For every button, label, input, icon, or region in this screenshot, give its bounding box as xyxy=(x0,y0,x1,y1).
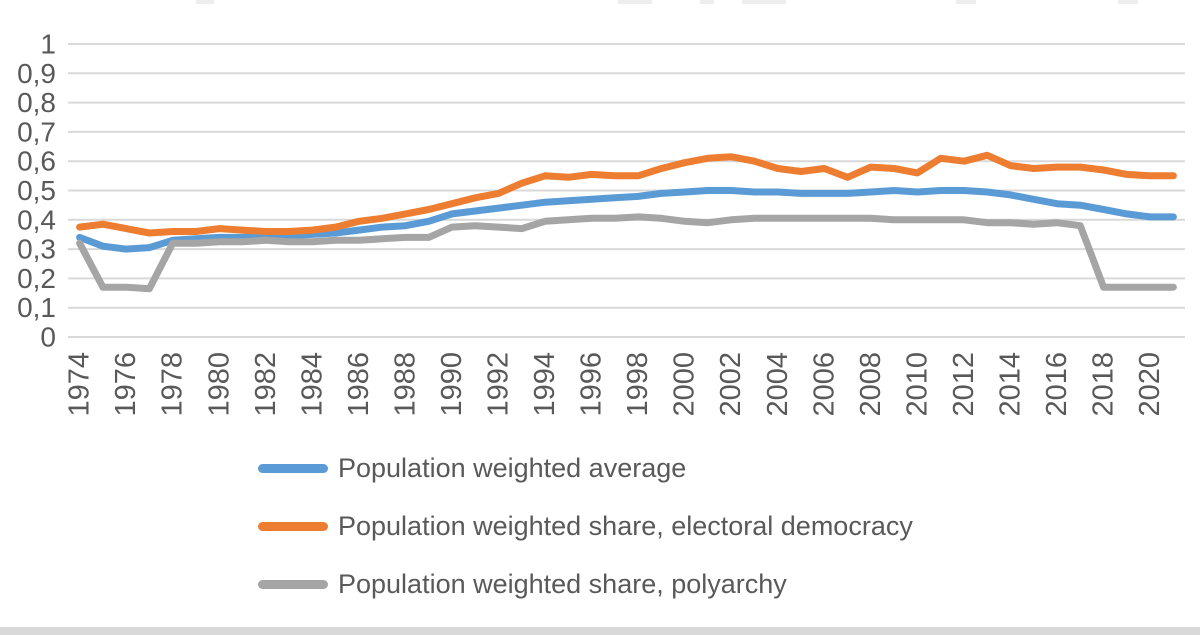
x-axis-tick-label: 1984 xyxy=(296,352,328,417)
legend-label: Population weighted share, electoral dem… xyxy=(338,510,913,541)
x-axis-tick-label: 1978 xyxy=(157,352,189,417)
legend-swatch-orange-line xyxy=(258,521,328,531)
x-axis-tick-label: 2006 xyxy=(808,352,840,417)
y-axis-tick-label: 1 xyxy=(40,29,56,60)
x-axis-tick-label: 2012 xyxy=(948,352,980,417)
x-axis-tick-label: 1986 xyxy=(343,352,375,417)
legend-item-electoral-democracy: Population weighted share, electoral dem… xyxy=(258,510,913,542)
x-axis-tick-label: 1998 xyxy=(622,352,654,417)
x-axis-tick-label: 2004 xyxy=(762,352,794,417)
x-axis-tick-label: 1974 xyxy=(64,352,96,417)
y-axis-tick-label: 0,2 xyxy=(17,263,56,294)
legend-label: Population weighted average xyxy=(338,452,687,483)
x-axis-tick-label: 1982 xyxy=(250,352,282,417)
cropped-title-fragment xyxy=(618,0,652,4)
y-axis-tick-label: 0,6 xyxy=(17,146,56,177)
legend-label: Population weighted share, polyarchy xyxy=(338,568,787,599)
x-axis-tick-label: 2014 xyxy=(994,352,1026,417)
y-axis-tick-label: 0,9 xyxy=(17,58,56,89)
chart-legend: Population weighted average Population w… xyxy=(258,452,913,600)
x-axis-tick-label: 2002 xyxy=(715,352,747,417)
line-chart-plot-area: 10,90,80,70,60,50,40,30,20,10 1974 1976 197… xyxy=(17,29,1185,417)
x-axis-tick-label: 1992 xyxy=(483,352,515,417)
series-line xyxy=(76,151,1177,237)
x-axis-tick-label: 1976 xyxy=(110,352,142,417)
y-axis-tick-label: 0,5 xyxy=(17,175,56,206)
x-axis-tick-label: 2010 xyxy=(901,352,933,417)
x-axis-tick-label: 2000 xyxy=(669,352,701,417)
y-axis-tick-label: 0,1 xyxy=(17,292,56,323)
legend-item-population-weighted-average: Population weighted average xyxy=(258,452,913,484)
x-axis-tick-label: 2016 xyxy=(1041,352,1073,417)
legend-swatch-gray-line xyxy=(258,579,328,589)
cropped-title-fragment xyxy=(742,0,786,4)
cropped-title-fragment xyxy=(700,0,714,4)
y-axis-tick-label: 0,7 xyxy=(17,116,56,147)
x-axis-tick-label: 1980 xyxy=(203,352,235,417)
legend-swatch-blue-line xyxy=(258,463,328,473)
x-axis-tick-label: 1990 xyxy=(436,352,468,417)
x-axis-tick-label: 1996 xyxy=(576,352,608,417)
cropped-title-fragment xyxy=(1118,0,1138,4)
x-axis-tick-label: 1994 xyxy=(529,352,561,417)
y-axis-tick-label: 0,4 xyxy=(17,204,56,235)
y-axis-tick-label: 0,8 xyxy=(17,87,56,118)
cropped-title-fragment xyxy=(196,0,214,4)
cropped-title-fragment xyxy=(956,0,976,4)
x-axis-tick-label: 2020 xyxy=(1134,352,1166,417)
series-line xyxy=(76,213,1177,293)
y-axis-tick-label: 0,3 xyxy=(17,234,56,265)
y-axis-tick-label: 0 xyxy=(40,322,56,353)
x-axis-tick-label: 2008 xyxy=(855,352,887,417)
series-line xyxy=(76,187,1177,253)
x-axis-tick-label: 1988 xyxy=(389,352,421,417)
legend-item-polyarchy: Population weighted share, polyarchy xyxy=(258,568,913,600)
x-axis-tick-label: 2018 xyxy=(1088,352,1120,417)
window-edge-bar xyxy=(0,627,1200,635)
